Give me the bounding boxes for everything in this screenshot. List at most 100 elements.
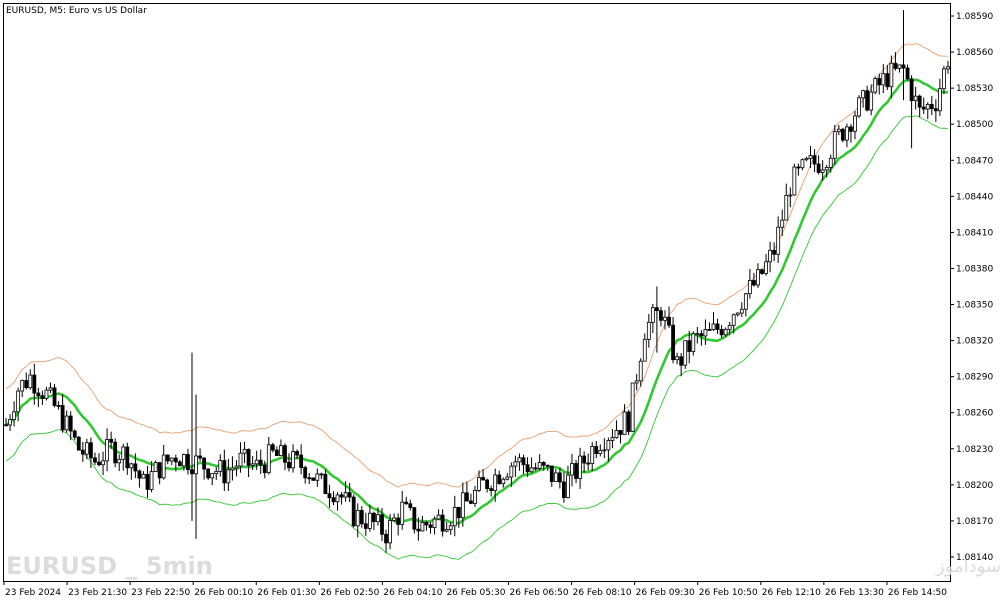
y-tick-label: 1.08590: [956, 12, 993, 22]
candle: [752, 272, 756, 287]
y-tick-label: 1.08350: [956, 301, 993, 311]
candle: [687, 330, 692, 364]
x-tick-label: 26 Feb 04:10: [383, 588, 442, 598]
candle: [570, 453, 574, 487]
candle: [937, 78, 942, 116]
y-tick-label: 1.08440: [956, 192, 993, 202]
candle: [194, 394, 198, 539]
candle: [574, 459, 578, 484]
candle: [295, 449, 299, 460]
candle: [101, 451, 105, 476]
candle: [36, 387, 41, 408]
candle: [460, 482, 465, 527]
candle: [913, 86, 918, 110]
candle: [582, 451, 587, 473]
candle: [444, 522, 449, 533]
x-tick-label: 26 Feb 10:50: [699, 588, 758, 598]
candle: [262, 460, 267, 479]
candle: [792, 163, 797, 196]
candle: [149, 461, 154, 493]
candle: [412, 507, 417, 534]
candle: [566, 465, 570, 499]
candle: [606, 437, 611, 462]
candle: [202, 457, 207, 480]
candle: [274, 446, 279, 456]
candle: [186, 448, 190, 475]
candle: [177, 459, 182, 467]
candle: [125, 442, 130, 475]
candle: [925, 102, 930, 120]
candle: [319, 472, 324, 480]
candle: [586, 453, 591, 471]
candle: [553, 469, 558, 482]
candle: [634, 374, 639, 391]
y-tick-label: 1.08290: [956, 373, 993, 383]
candle: [650, 304, 655, 333]
candle: [113, 438, 118, 468]
candle: [784, 183, 789, 221]
candle: [497, 470, 502, 485]
candle: [105, 428, 109, 472]
candle: [380, 508, 384, 542]
candle: [695, 326, 700, 344]
candle: [541, 461, 546, 471]
candle: [210, 473, 215, 486]
candle: [861, 89, 865, 108]
candle: [703, 319, 708, 345]
y-tick-label: 1.08260: [956, 409, 993, 419]
candle: [909, 75, 914, 149]
candle: [881, 64, 886, 94]
candle: [327, 484, 332, 508]
candle: [12, 401, 17, 427]
candle: [182, 453, 186, 471]
candle: [812, 149, 817, 173]
candle: [796, 163, 801, 176]
candle: [820, 160, 825, 181]
candle: [279, 439, 283, 456]
candle: [226, 458, 231, 492]
candle: [117, 454, 122, 472]
candle: [234, 460, 239, 477]
candle: [893, 52, 898, 71]
candle: [339, 492, 344, 505]
candle: [76, 436, 81, 451]
chart-title: EURUSD, M5: Euro vs US Dollar: [6, 6, 147, 16]
candle: [667, 306, 671, 328]
candle: [190, 352, 194, 521]
candle: [481, 468, 485, 481]
candle: [452, 495, 457, 537]
candle: [32, 363, 37, 405]
candle: [804, 156, 809, 162]
y-tick-label: 1.08410: [956, 228, 993, 238]
candle: [905, 64, 910, 81]
candle: [537, 454, 542, 471]
candle: [760, 268, 764, 275]
candle: [509, 462, 514, 487]
candle: [505, 473, 510, 481]
candle: [715, 318, 720, 334]
candle: [266, 436, 271, 475]
candle: [16, 387, 21, 422]
candle: [307, 472, 312, 485]
candle: [545, 464, 550, 471]
x-tick-label: 23 Feb 21:30: [68, 588, 127, 598]
candle: [93, 452, 97, 466]
candle: [84, 438, 89, 460]
candle: [533, 462, 538, 472]
candle: [525, 457, 530, 477]
candle: [578, 447, 582, 489]
candle: [420, 515, 425, 532]
candle: [68, 411, 73, 441]
candle: [764, 253, 768, 276]
y-tick-label: 1.08140: [956, 553, 993, 563]
x-tick-label: 23 Feb 22:50: [131, 588, 190, 598]
candle: [283, 443, 287, 471]
candle: [145, 465, 150, 498]
candle: [873, 76, 878, 95]
plot-frame: [3, 3, 951, 582]
candle: [942, 65, 946, 95]
x-tick-label: 26 Feb 06:50: [510, 588, 569, 598]
candle: [917, 94, 922, 118]
